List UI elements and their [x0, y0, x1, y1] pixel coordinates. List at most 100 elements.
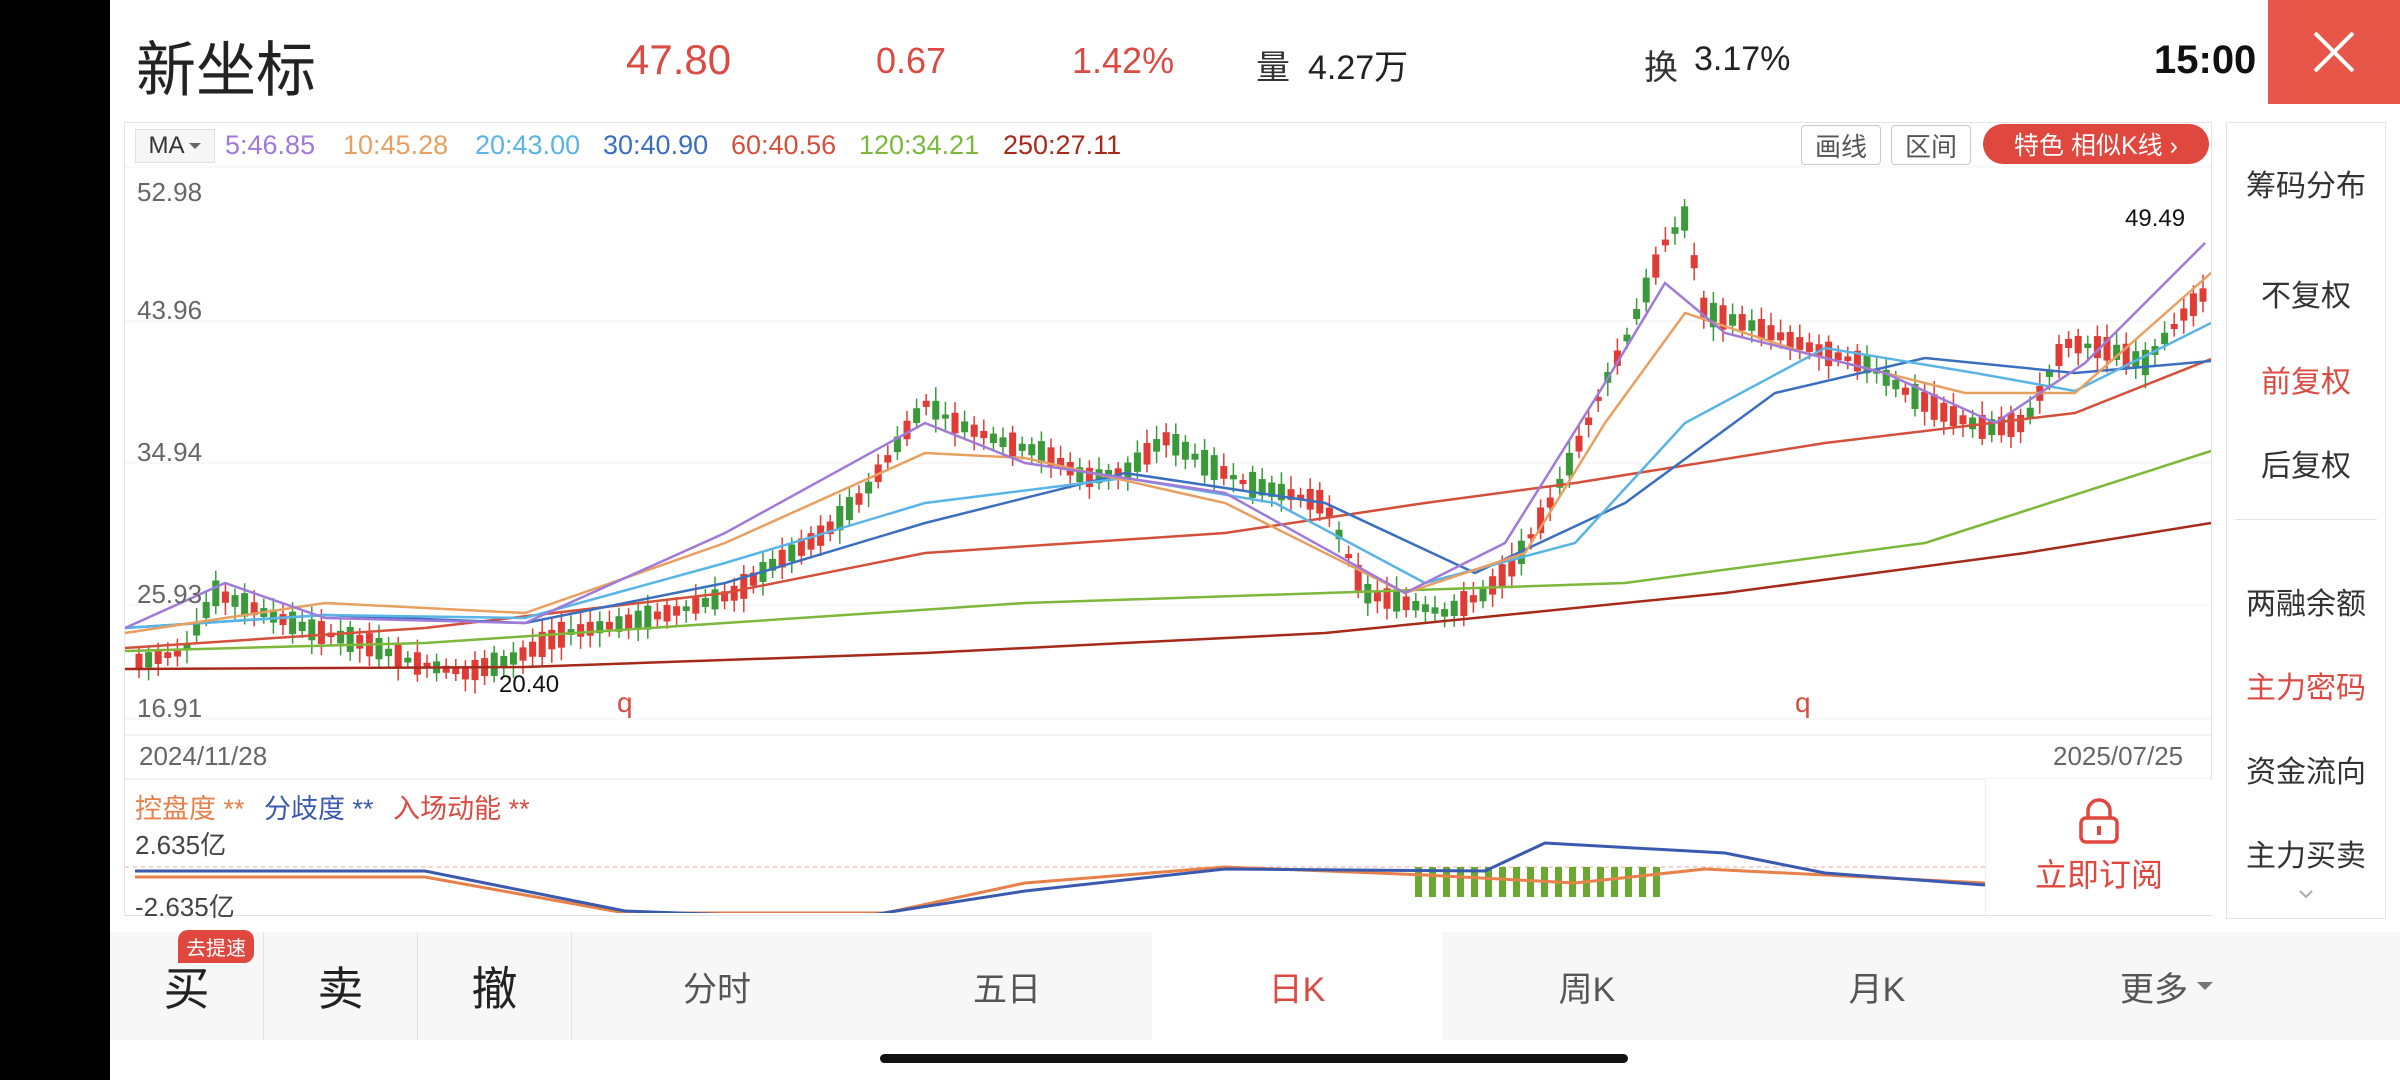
candle [1229, 463, 1237, 493]
candle [1431, 595, 1439, 622]
candle [404, 651, 412, 669]
candle [193, 608, 201, 643]
subscribe-overlay[interactable]: 立即订阅 [1985, 779, 2212, 915]
kline-chart[interactable] [125, 123, 2211, 913]
ma60-value: 60:40.56 [731, 130, 837, 160]
candle [1181, 435, 1189, 470]
candle [2017, 408, 2025, 444]
tab-monthly-k[interactable]: 月K [1848, 970, 1906, 1009]
candle [2141, 342, 2149, 389]
draw-line-button[interactable]: 画线 [1801, 125, 1881, 165]
indicator-bar [1443, 867, 1450, 897]
divider [263, 932, 264, 1040]
indicator-bar [1639, 867, 1646, 897]
price-change-pct: 1.42% [1072, 40, 1175, 81]
indicator-bar [1485, 867, 1492, 897]
candle [1825, 335, 1833, 379]
sidebar-item-main-force-code[interactable]: 主力密码 [2246, 672, 2366, 705]
candle [212, 570, 220, 615]
candle [769, 550, 777, 578]
candle [855, 485, 863, 513]
sidebar-item-fund-flow[interactable]: 资金流向 [2246, 756, 2366, 789]
low-price-label: 20.40 [499, 671, 560, 698]
ma-selector[interactable]: MA [135, 129, 215, 163]
cancel-order-button[interactable]: 撤 [471, 963, 518, 1015]
tab-more[interactable]: 更多 [2022, 932, 2312, 1040]
home-indicator[interactable] [880, 1054, 1628, 1063]
candle [1882, 358, 1890, 397]
candle [1421, 596, 1429, 622]
ma120-line [125, 449, 2211, 653]
candle [135, 646, 143, 679]
right-sidebar: 筹码分布 不复权 前复权 后复权 两融余额 主力密码 资金流向 主力买卖 [2226, 122, 2386, 919]
candle [807, 526, 815, 559]
candle [231, 588, 239, 621]
candle [989, 426, 997, 452]
ma30-value: 30:40.90 [603, 130, 709, 160]
chart-grid [125, 166, 2211, 868]
sidebar-item-forward-adjust[interactable]: 前复权 [2261, 366, 2351, 399]
candle [1719, 297, 1727, 342]
divider [571, 932, 572, 1040]
ma10-value: 10:45.28 [343, 130, 449, 160]
indicator-bar [1457, 867, 1464, 897]
buy-button[interactable]: 买 去提速 [110, 930, 263, 1040]
candle [1690, 242, 1698, 281]
candle [1709, 291, 1717, 342]
sidebar-divider [2235, 519, 2377, 520]
indicator-bar [1471, 867, 1478, 897]
candle [932, 387, 940, 433]
sidebar-item-margin-balance[interactable]: 两融余额 [2246, 588, 2366, 621]
caret-down-icon [2197, 982, 2213, 990]
candle [154, 642, 162, 677]
tab-more-label: 更多 [2120, 970, 2188, 1009]
candle [183, 631, 191, 664]
tab-intraday[interactable]: 分时 [683, 970, 751, 1009]
ma-legend-row: MA 5:46.85 10:45.28 20:43.00 30:40.90 60… [125, 123, 2211, 165]
candle [605, 610, 613, 637]
candle [951, 402, 959, 447]
candle [269, 598, 277, 634]
candle [1863, 345, 1871, 384]
kpd-line [135, 865, 1986, 913]
candle [548, 617, 556, 663]
candle [1834, 345, 1842, 367]
candle [836, 494, 844, 544]
subscribe-label: 立即订阅 [2034, 857, 2163, 893]
tab-daily-k[interactable]: 日K [1152, 932, 1442, 1040]
indicator-bar [1653, 867, 1660, 897]
similar-kline-button[interactable]: 特色 相似K线 › [1983, 124, 2209, 164]
tab-five-day[interactable]: 五日 [973, 970, 1041, 1009]
lock-icon [2079, 798, 2119, 844]
candle [1018, 436, 1026, 460]
sidebar-item-backward-adjust[interactable]: 后复权 [2261, 450, 2351, 483]
chevron-down-icon[interactable] [2298, 889, 2314, 899]
candle [519, 640, 527, 674]
candle [452, 658, 460, 681]
sidebar-item-chip-distribution[interactable]: 筹码分布 [2246, 170, 2366, 203]
sidebar-item-no-adjust[interactable]: 不复权 [2261, 280, 2351, 313]
candle [721, 582, 729, 610]
candlesticks [135, 199, 2207, 694]
range-button[interactable]: 区间 [1891, 125, 1971, 165]
indicator-bar [1513, 867, 1520, 897]
candle [711, 576, 719, 616]
candle [970, 416, 978, 451]
candle [1901, 381, 1909, 403]
tab-weekly-k[interactable]: 周K [1558, 970, 1616, 1009]
indicator-bar [1611, 867, 1618, 897]
candle [557, 610, 565, 661]
close-button[interactable] [2268, 0, 2400, 104]
buy-label: 买 [163, 963, 210, 1015]
sidebar-item-main-force-trade[interactable]: 主力买卖 [2246, 840, 2366, 873]
sell-button[interactable]: 卖 [317, 963, 364, 1015]
candle [221, 584, 229, 615]
candle [385, 637, 393, 668]
candle [1796, 324, 1804, 360]
indicator-bottom-value: -2.635亿 [135, 892, 235, 922]
end-date: 2025/07/25 [2053, 741, 2184, 771]
candle [1786, 325, 1794, 361]
indicator-chart [135, 841, 1986, 913]
candle [913, 398, 921, 429]
candle [577, 612, 585, 649]
